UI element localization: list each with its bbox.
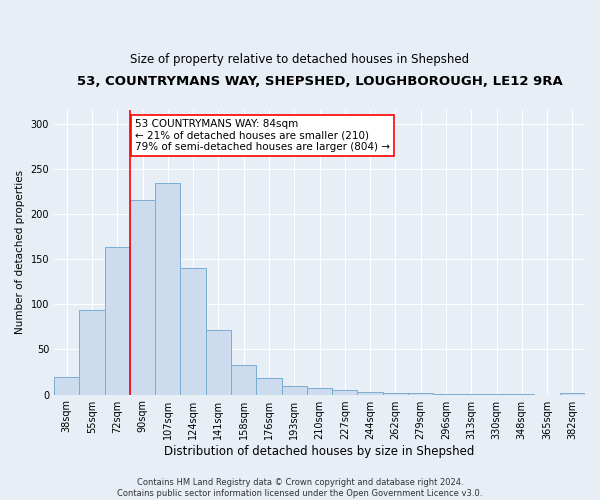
- Bar: [104, 248, 130, 394]
- Text: Contains HM Land Registry data © Crown copyright and database right 2024.
Contai: Contains HM Land Registry data © Crown c…: [118, 478, 482, 498]
- Bar: [560, 393, 585, 394]
- Bar: [155, 183, 181, 394]
- X-axis label: Distribution of detached houses by size in Shepshed: Distribution of detached houses by size …: [164, 444, 475, 458]
- Bar: [54, 376, 79, 394]
- Title: 53, COUNTRYMANS WAY, SHEPSHED, LOUGHBOROUGH, LE12 9RA: 53, COUNTRYMANS WAY, SHEPSHED, LOUGHBORO…: [77, 75, 562, 88]
- Bar: [206, 330, 231, 394]
- Bar: [130, 200, 155, 394]
- Bar: [358, 392, 383, 394]
- Y-axis label: Number of detached properties: Number of detached properties: [15, 170, 25, 334]
- Text: Size of property relative to detached houses in Shepshed: Size of property relative to detached ho…: [130, 52, 470, 66]
- Bar: [231, 365, 256, 394]
- Bar: [281, 386, 307, 394]
- Bar: [307, 388, 332, 394]
- Bar: [408, 393, 433, 394]
- Bar: [256, 378, 281, 394]
- Bar: [332, 390, 358, 394]
- Bar: [79, 310, 104, 394]
- Bar: [383, 393, 408, 394]
- Text: 53 COUNTRYMANS WAY: 84sqm
← 21% of detached houses are smaller (210)
79% of semi: 53 COUNTRYMANS WAY: 84sqm ← 21% of detac…: [135, 119, 390, 152]
- Bar: [181, 268, 206, 394]
